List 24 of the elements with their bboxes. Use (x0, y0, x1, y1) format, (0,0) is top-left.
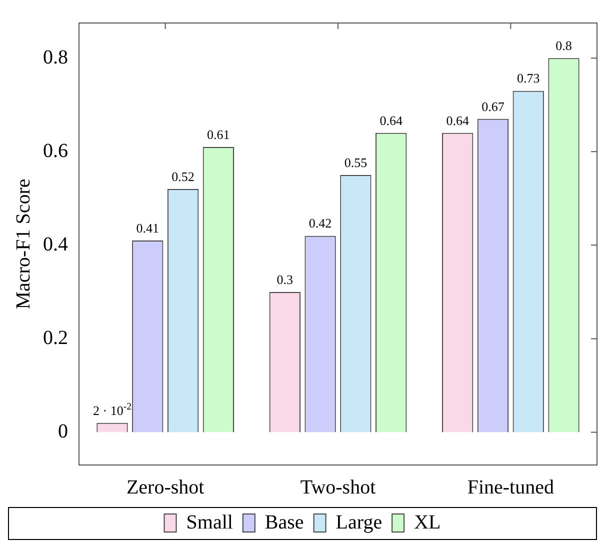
y-tick-label: 0.8 (43, 46, 68, 68)
y-tick-label: 0.6 (43, 140, 68, 162)
x-tick-label: Two-shot (300, 476, 376, 498)
data-label: 0.67 (482, 98, 505, 114)
data-label: 0.8 (556, 38, 572, 53)
data-label: 0.42 (308, 216, 332, 231)
x-tick-label: Fine-tuned (467, 476, 554, 498)
data-label: 0.41 (136, 220, 160, 236)
legend-label: XL (414, 511, 441, 534)
data-label: 0.64 (380, 112, 403, 128)
data-label: 0.52 (172, 168, 194, 184)
legend-label: Small (186, 511, 234, 534)
data-label: 0.64 (446, 112, 470, 128)
data-label: 0.61 (207, 126, 230, 142)
x-tick-label: Zero-shot (126, 476, 205, 498)
y-axis-title: Macro-F1 Score (12, 178, 34, 310)
data-label: 0.3 (276, 272, 294, 287)
data-label: 0.73 (516, 70, 540, 86)
y-tick-label: 0.4 (43, 233, 68, 256)
legend-label: Base (264, 511, 304, 534)
legend-label: Large (336, 511, 382, 534)
data-label: 0.55 (344, 154, 368, 170)
y-tick-label: 0.2 (43, 326, 68, 349)
y-tick-label: 0 (58, 420, 68, 443)
